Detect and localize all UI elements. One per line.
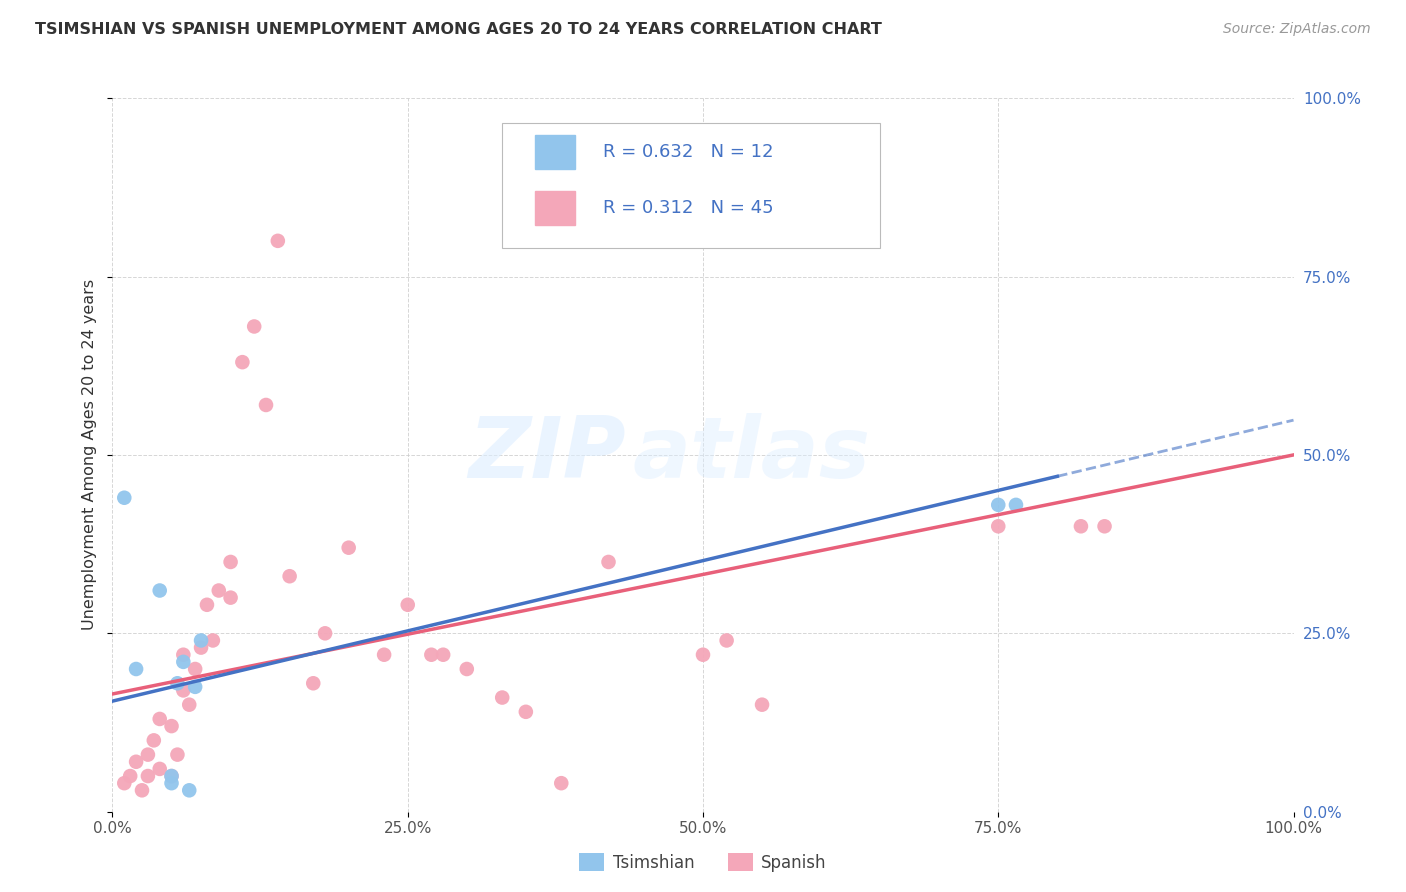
Point <box>420 648 443 662</box>
Point <box>190 633 212 648</box>
Point <box>149 762 172 776</box>
Point <box>208 583 231 598</box>
Point <box>125 662 148 676</box>
Point <box>166 747 188 762</box>
Point <box>515 705 537 719</box>
Point <box>184 680 207 694</box>
Point <box>160 769 183 783</box>
Bar <box>536 191 575 225</box>
Text: Source: ZipAtlas.com: Source: ZipAtlas.com <box>1223 22 1371 37</box>
Point <box>396 598 419 612</box>
Point <box>179 698 201 712</box>
Point <box>160 769 183 783</box>
Point <box>1094 519 1116 533</box>
Point <box>751 698 773 712</box>
Point <box>254 398 277 412</box>
Text: atlas: atlas <box>633 413 870 497</box>
Point <box>112 491 135 505</box>
Point <box>184 662 207 676</box>
Point <box>160 719 183 733</box>
Point <box>172 683 194 698</box>
Point <box>987 498 1010 512</box>
Point <box>267 234 290 248</box>
Point <box>201 633 224 648</box>
Point <box>136 747 159 762</box>
Point <box>432 648 454 662</box>
Text: R = 0.632   N = 12: R = 0.632 N = 12 <box>603 144 773 161</box>
Point <box>179 783 201 797</box>
Point <box>1070 519 1092 533</box>
Point <box>373 648 395 662</box>
Bar <box>536 136 575 169</box>
Point <box>149 712 172 726</box>
Point <box>1005 498 1028 512</box>
Point <box>302 676 325 690</box>
Point <box>142 733 165 747</box>
Point <box>219 591 242 605</box>
Point <box>716 633 738 648</box>
Text: ZIP: ZIP <box>468 413 626 497</box>
Point <box>131 783 153 797</box>
Point <box>231 355 253 369</box>
Point <box>456 662 478 676</box>
FancyBboxPatch shape <box>502 123 880 248</box>
Point <box>491 690 513 705</box>
Point <box>337 541 360 555</box>
Point <box>195 598 218 612</box>
Point <box>149 583 172 598</box>
Point <box>136 769 159 783</box>
Point <box>243 319 266 334</box>
Point <box>125 755 148 769</box>
Point <box>278 569 301 583</box>
Point <box>166 676 188 690</box>
Point <box>172 648 194 662</box>
Point <box>160 776 183 790</box>
Point <box>112 776 135 790</box>
Point <box>598 555 620 569</box>
Legend: Tsimshian, Spanish: Tsimshian, Spanish <box>572 847 834 879</box>
Point <box>692 648 714 662</box>
Point <box>190 640 212 655</box>
Point <box>987 519 1010 533</box>
Point <box>219 555 242 569</box>
Text: R = 0.312   N = 45: R = 0.312 N = 45 <box>603 199 773 217</box>
Point <box>314 626 336 640</box>
Point <box>120 769 142 783</box>
Point <box>550 776 572 790</box>
Text: TSIMSHIAN VS SPANISH UNEMPLOYMENT AMONG AGES 20 TO 24 YEARS CORRELATION CHART: TSIMSHIAN VS SPANISH UNEMPLOYMENT AMONG … <box>35 22 882 37</box>
Y-axis label: Unemployment Among Ages 20 to 24 years: Unemployment Among Ages 20 to 24 years <box>82 279 97 631</box>
Point <box>172 655 194 669</box>
